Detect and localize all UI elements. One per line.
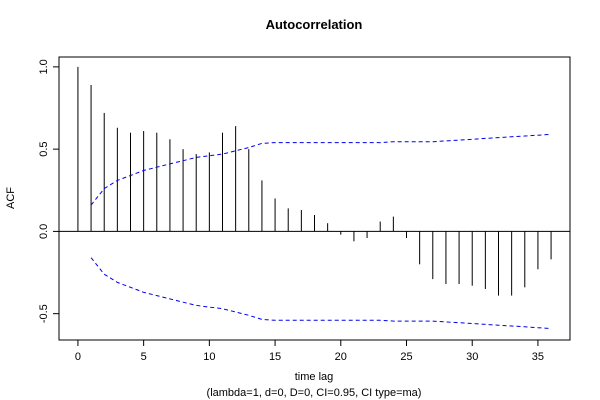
x-axis-label: time lag	[295, 371, 334, 383]
y-tick-label: 0.5	[38, 141, 50, 156]
x-tick-label: 5	[141, 351, 147, 363]
x-tick-label: 25	[400, 351, 412, 363]
x-tick-label: 15	[269, 351, 281, 363]
ci-lower-line	[90, 257, 552, 329]
chart-title: Autocorrelation	[266, 17, 363, 32]
ci-upper-line	[90, 133, 552, 206]
y-axis: -0.5 0.0 0.5 1.0	[38, 59, 60, 323]
x-tick-label: 35	[532, 351, 544, 363]
y-tick-label: -0.5	[38, 304, 50, 323]
x-tick-label: 30	[466, 351, 478, 363]
x-tick-label: 0	[75, 351, 81, 363]
x-tick-label: 10	[203, 351, 215, 363]
acf-bars	[77, 66, 552, 296]
chart-subtitle: (lambda=1, d=0, D=0, CI=0.95, CI type=ma…	[207, 387, 422, 399]
y-tick-label: 1.0	[38, 59, 50, 74]
ci-bands	[90, 133, 552, 329]
x-axis: 0 5 10 15 20 25 30 35	[75, 339, 544, 363]
y-tick-label: 0.0	[38, 224, 50, 239]
plot-frame	[58, 56, 571, 341]
x-tick-label: 20	[335, 351, 347, 363]
y-axis-label: ACF	[5, 187, 17, 209]
